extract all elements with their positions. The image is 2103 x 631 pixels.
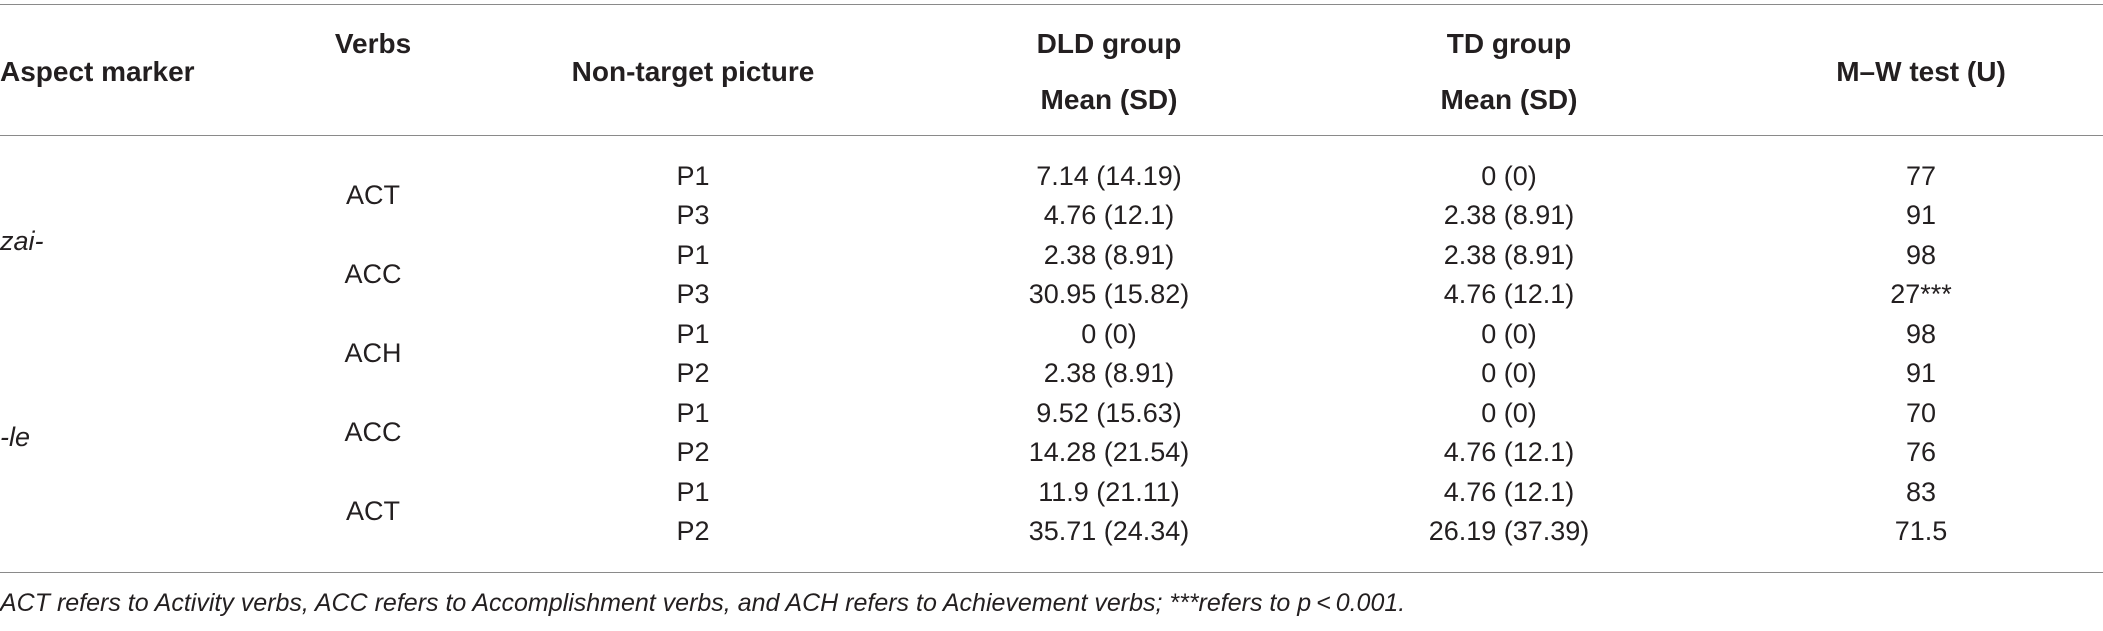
picture-cell: P2 — [676, 516, 710, 546]
header-dld-group: DLD group — [1036, 28, 1182, 59]
picture-cell: P1 — [676, 398, 710, 428]
aspect-marker-le: -le — [0, 422, 31, 452]
mw-u-cell: 98 — [1905, 240, 1937, 270]
dld-cell: 14.28 (21.54) — [1028, 437, 1190, 467]
mw-u-cell: 83 — [1905, 477, 1937, 507]
picture-cell: P1 — [676, 240, 710, 270]
dld-cell: 0 (0) — [1081, 319, 1137, 349]
verb-group-cell: ACT — [346, 180, 400, 210]
picture-cell: P1 — [676, 161, 710, 191]
table-header-rule — [0, 135, 2103, 136]
mw-u-cell: 70 — [1905, 398, 1937, 428]
mw-u-cell: 76 — [1905, 437, 1937, 467]
aspect-marker-zai: zai- — [0, 226, 44, 256]
table-top-rule — [0, 4, 2103, 5]
dld-cell: 11.9 (21.11) — [1038, 477, 1180, 507]
mw-u-cell: 77 — [1905, 161, 1937, 191]
mw-u-cell: 27*** — [1890, 279, 1952, 309]
verb-group-cell: ACC — [344, 417, 402, 447]
dld-cell: 2.38 (8.91) — [1043, 358, 1175, 388]
dld-cell: 9.52 (15.63) — [1036, 398, 1182, 428]
dld-cell: 30.95 (15.82) — [1028, 279, 1190, 309]
picture-cell: P1 — [676, 477, 710, 507]
td-cell: 2.38 (8.91) — [1443, 240, 1575, 270]
mw-u-cell: 91 — [1905, 200, 1937, 230]
dld-cell: 35.71 (24.34) — [1028, 516, 1190, 546]
picture-cell: P3 — [676, 200, 710, 230]
header-verbs: Verbs — [334, 28, 412, 59]
mw-u-cell: 98 — [1905, 319, 1937, 349]
dld-cell: 4.76 (12.1) — [1043, 200, 1175, 230]
table-bottom-rule — [0, 572, 2103, 573]
verb-group-cell: ACC — [344, 259, 402, 289]
picture-cell: P2 — [676, 437, 710, 467]
picture-cell: P1 — [676, 319, 710, 349]
header-td-group: TD group — [1446, 28, 1572, 59]
dld-cell: 2.38 (8.91) — [1043, 240, 1175, 270]
td-cell: 4.76 (12.1) — [1443, 279, 1575, 309]
table-footnote: ACT refers to Activity verbs, ACC refers… — [0, 589, 1406, 617]
td-cell: 0 (0) — [1481, 319, 1537, 349]
td-cell: 4.76 (12.1) — [1443, 477, 1575, 507]
td-cell: 0 (0) — [1481, 161, 1537, 191]
header-non-target-picture: Non-target picture — [571, 56, 815, 87]
dld-cell: 7.14 (14.19) — [1036, 161, 1182, 191]
td-cell: 2.38 (8.91) — [1443, 200, 1575, 230]
header-mw-test: M–W test (U) — [1836, 56, 2006, 87]
td-cell: 26.19 (37.39) — [1428, 516, 1590, 546]
verb-group-cell: ACT — [346, 496, 400, 526]
header-dld-mean-sd: Mean (SD) — [1040, 84, 1178, 115]
mw-u-cell: 91 — [1905, 358, 1937, 388]
verb-group-cell: ACH — [344, 338, 402, 368]
picture-cell: P3 — [676, 279, 710, 309]
picture-cell: P2 — [676, 358, 710, 388]
mw-u-cell: 71.5 — [1894, 516, 1948, 546]
header-aspect-marker: Aspect marker — [0, 56, 195, 87]
td-cell: 0 (0) — [1481, 398, 1537, 428]
td-cell: 4.76 (12.1) — [1443, 437, 1575, 467]
td-cell: 0 (0) — [1481, 358, 1537, 388]
header-td-mean-sd: Mean (SD) — [1440, 84, 1578, 115]
